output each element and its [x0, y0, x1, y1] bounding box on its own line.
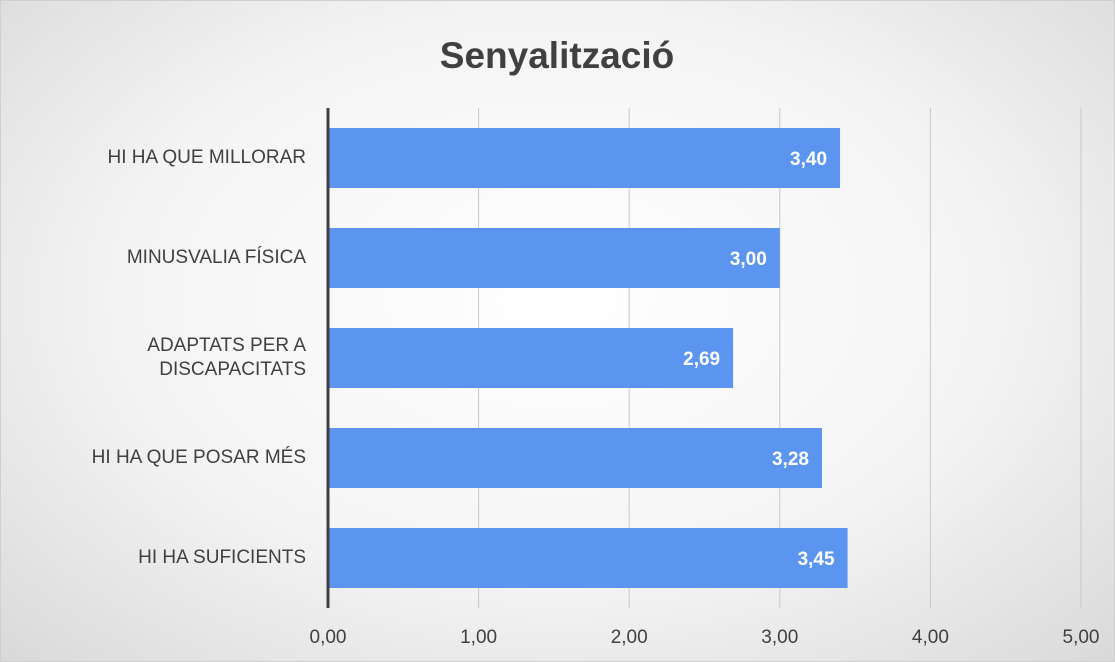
- x-tick-label: 1,00: [460, 627, 497, 648]
- bar: [328, 328, 734, 388]
- y-tick-label: HI HA QUE POSAR MÉS: [91, 447, 306, 468]
- value-label: 3,00: [730, 249, 767, 270]
- bar: [328, 428, 822, 488]
- x-tick-label: 0,00: [310, 627, 347, 648]
- chart-title: Senyalització: [440, 35, 674, 76]
- bar: [328, 528, 848, 588]
- y-tick-label: MINUSVALIA FÍSICA: [126, 247, 306, 268]
- value-label: 3,40: [790, 149, 827, 170]
- y-tick-label: HI HA SUFICIENTS: [138, 547, 306, 568]
- x-tick-label: 4,00: [912, 627, 949, 648]
- x-tick-label: 3,00: [761, 627, 798, 648]
- bar: [328, 228, 780, 288]
- value-label: 2,69: [683, 349, 720, 370]
- x-tick-label: 5,00: [1063, 627, 1100, 648]
- value-label: 3,45: [798, 549, 835, 570]
- x-tick-label: 2,00: [611, 627, 648, 648]
- y-tick-label: ADAPTATS PER A DISCAPACITATS: [147, 335, 306, 380]
- y-tick-label: HI HA QUE MILLORAR: [107, 147, 307, 168]
- value-label: 3,28: [772, 449, 809, 470]
- bar: [328, 128, 841, 188]
